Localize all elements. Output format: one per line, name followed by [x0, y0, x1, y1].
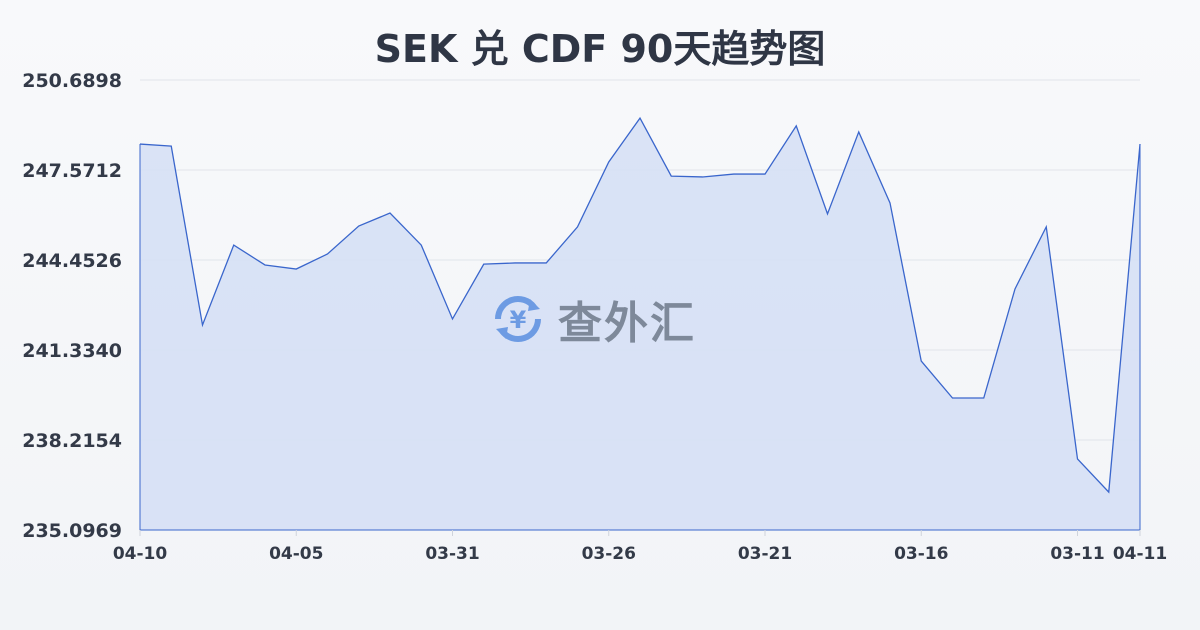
y-tick-label: 250.6898 [22, 70, 122, 92]
x-tick-label: 03-11 [1050, 544, 1104, 564]
x-tick-label: 04-11 [1113, 544, 1167, 564]
yen-exchange-icon: ¥ [495, 296, 541, 342]
x-tick-label: 04-05 [269, 544, 323, 564]
y-tick-label: 241.3340 [22, 340, 122, 362]
watermark-text: 查外汇 [558, 298, 696, 349]
y-tick-label: 238.2154 [22, 430, 122, 452]
x-tick-label: 04-10 [113, 544, 168, 564]
x-tick-label: 03-21 [738, 544, 792, 564]
svg-text:¥: ¥ [510, 306, 527, 334]
y-tick-label: 244.4526 [22, 250, 122, 272]
x-tick-label: 03-31 [425, 544, 479, 564]
y-tick-label: 235.0969 [22, 520, 122, 542]
y-tick-label: 247.5712 [22, 160, 122, 182]
chart-title: SEK 兑 CDF 90天趋势图 [374, 27, 826, 71]
watermark: ¥ 查外汇 [488, 287, 696, 351]
x-tick-label: 03-26 [582, 544, 636, 564]
area-fill [140, 118, 1140, 530]
x-tick-label: 03-16 [894, 544, 948, 564]
